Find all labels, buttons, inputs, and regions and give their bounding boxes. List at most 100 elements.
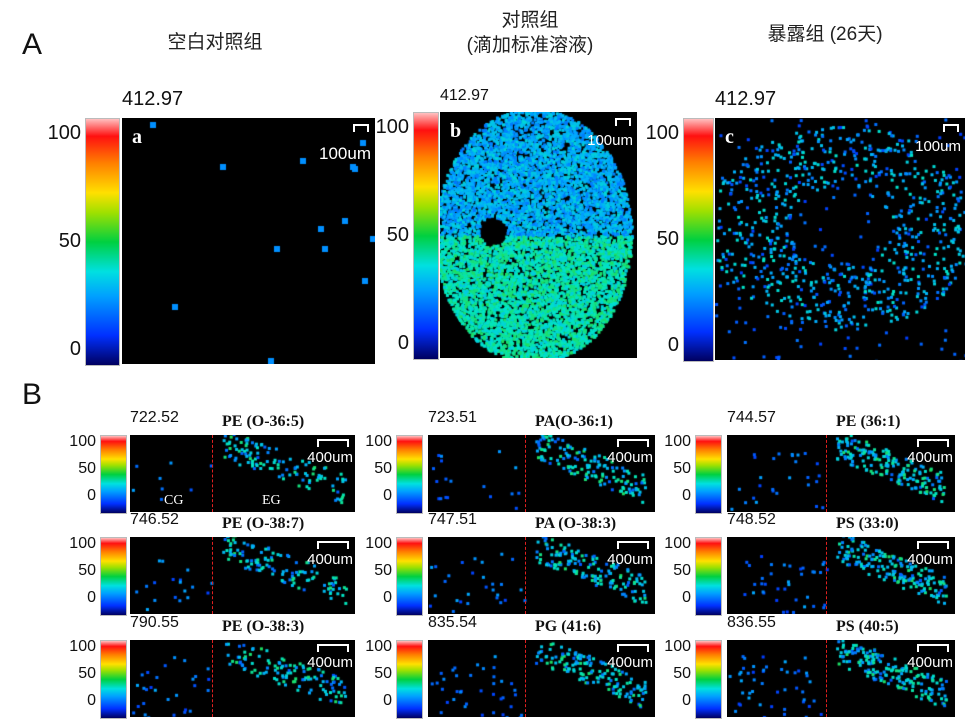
colorbar <box>413 112 439 360</box>
scale-bar <box>917 541 949 549</box>
ms-image: 400um <box>428 435 655 512</box>
scale-bar <box>917 644 949 652</box>
colorbar-tick: 50 <box>656 228 679 250</box>
scale-label: 400um <box>907 551 953 568</box>
scale-bar <box>943 124 959 132</box>
scale-label: 400um <box>607 449 653 466</box>
lipid-label: PS (40:5) <box>836 618 899 635</box>
region-divider <box>212 435 213 512</box>
scale-bar <box>917 439 949 447</box>
scale-bar <box>353 124 369 132</box>
colorbar-tick: 0 <box>69 338 81 360</box>
colorbar-tick: 50 <box>78 665 96 682</box>
panel-title: 暴露组 (26天) <box>767 24 883 45</box>
intensity-map <box>440 112 637 358</box>
colorbar-tick: 50 <box>673 665 691 682</box>
scale-label: 400um <box>907 449 953 466</box>
colorbar-tick: 100 <box>365 638 392 655</box>
intensity-map <box>428 640 655 717</box>
scale-label: 400um <box>307 551 353 568</box>
intensity-map <box>715 118 965 360</box>
intensity-map <box>727 640 955 717</box>
ms-image: 400um CG EG <box>130 435 355 512</box>
ms-image: 400um <box>130 640 355 717</box>
colorbar-tick: 100 <box>69 638 96 655</box>
scale-label: 400um <box>607 551 653 568</box>
lipid-label: PE (36:1) <box>836 413 901 430</box>
colorbar-tick: 0 <box>397 332 409 354</box>
colorbar-tick: 50 <box>374 665 392 682</box>
colorbar <box>683 118 714 362</box>
ms-image: 400um <box>727 640 955 717</box>
scale-bar <box>317 439 349 447</box>
colorbar-tick: 0 <box>383 589 392 606</box>
colorbar-tick: 100 <box>365 433 392 450</box>
colorbar-tick: 100 <box>69 433 96 450</box>
title-line: (滴加标准溶液) <box>466 35 594 56</box>
lipid-label: PE (O-38:3) <box>222 618 305 635</box>
colorbar-tick: 0 <box>87 487 96 504</box>
colorbar-tick: 0 <box>682 692 691 709</box>
colorbar-tick: 0 <box>87 589 96 606</box>
scale-bar <box>617 644 649 652</box>
scale-label: 100um <box>915 138 961 155</box>
image-sublabel: c <box>725 126 734 148</box>
lipid-label: PE (O-38:7) <box>222 515 305 532</box>
colorbar-tick: 100 <box>664 638 691 655</box>
region-label-cg: CG <box>164 493 184 508</box>
intensity-map <box>727 435 955 512</box>
colorbar <box>85 118 120 366</box>
mz-value: 723.51 <box>428 409 477 426</box>
lipid-label: PS (33:0) <box>836 515 899 532</box>
scale-label: 400um <box>907 654 953 671</box>
intensity-map <box>122 118 375 364</box>
scale-bar <box>317 541 349 549</box>
mz-value: 747.51 <box>428 511 477 528</box>
colorbar-tick: 100 <box>69 535 96 552</box>
colorbar <box>695 640 722 719</box>
title-line: 对照组 <box>501 10 559 31</box>
scale-label: 100um <box>319 144 371 163</box>
mz-value: 412.97 <box>122 88 184 110</box>
region-divider <box>525 537 526 614</box>
colorbar-tick: 50 <box>673 562 691 579</box>
region-divider <box>826 537 827 614</box>
region-label-eg: EG <box>262 493 281 508</box>
colorbar-tick: 0 <box>87 692 96 709</box>
colorbar-tick: 50 <box>386 224 409 246</box>
colorbar <box>396 537 423 616</box>
scale-label: 400um <box>307 449 353 466</box>
colorbar-tick: 0 <box>682 589 691 606</box>
colorbar <box>100 435 127 514</box>
lipid-label: PG (41:6) <box>535 618 602 635</box>
lipid-label: PA(O-36:1) <box>535 413 613 430</box>
image-sublabel: a <box>132 126 142 148</box>
region-divider <box>525 640 526 717</box>
mz-value: 412.97 <box>715 88 777 110</box>
intensity-map <box>428 537 655 614</box>
ms-image: a 100um <box>122 118 375 364</box>
panel-title: 空白对照组 <box>167 32 263 53</box>
scale-bar <box>617 439 649 447</box>
scale-bar <box>317 644 349 652</box>
colorbar-tick: 50 <box>374 562 392 579</box>
region-divider <box>826 640 827 717</box>
ms-image: 400um <box>428 640 655 717</box>
colorbar-tick: 0 <box>383 692 392 709</box>
ms-image: 400um <box>428 537 655 614</box>
colorbar-tick: 50 <box>78 460 96 477</box>
ms-image: c 100um <box>715 118 965 360</box>
colorbar <box>396 640 423 719</box>
ms-image: 400um <box>130 537 355 614</box>
colorbar-tick: 0 <box>383 487 392 504</box>
colorbar-tick: 100 <box>664 535 691 552</box>
intensity-map <box>130 640 355 717</box>
colorbar <box>100 537 127 616</box>
ms-image: 400um <box>727 537 955 614</box>
mz-value: 412.97 <box>440 87 489 104</box>
intensity-map <box>130 537 355 614</box>
scale-label: 100um <box>587 132 633 149</box>
panel-letter-a: A <box>22 28 43 61</box>
region-divider <box>212 640 213 717</box>
lipid-label: PA (O-38:3) <box>535 515 617 532</box>
